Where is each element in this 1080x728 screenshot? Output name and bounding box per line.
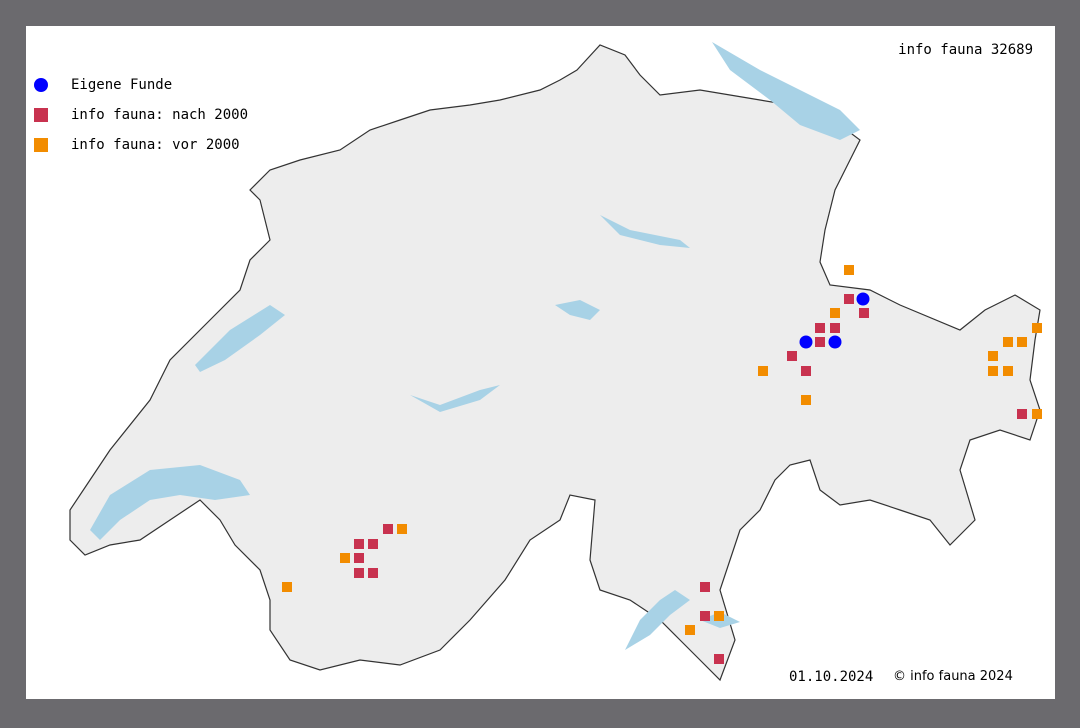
legend-label: info fauna: vor 2000 bbox=[71, 137, 240, 153]
record-before-2000-marker bbox=[1032, 409, 1042, 419]
record-after-2000-marker bbox=[801, 366, 811, 376]
record-after-2000-marker bbox=[844, 294, 854, 304]
legend-item-eigene-funde: Eigene Funde bbox=[34, 70, 248, 100]
legend-item-vor-2000: info fauna: vor 2000 bbox=[34, 130, 248, 160]
lake-geneva bbox=[90, 465, 250, 540]
record-after-2000-marker bbox=[787, 351, 797, 361]
record-after-2000-marker bbox=[354, 539, 364, 549]
record-after-2000-marker bbox=[354, 553, 364, 563]
record-before-2000-marker bbox=[282, 582, 292, 592]
own-record-marker bbox=[799, 335, 813, 349]
record-after-2000-marker bbox=[700, 582, 710, 592]
date-label: 01.10.2024 bbox=[789, 669, 874, 685]
record-before-2000-marker bbox=[340, 553, 350, 563]
legend-label: info fauna: nach 2000 bbox=[71, 107, 249, 123]
lake-neuchatel bbox=[195, 305, 285, 372]
record-after-2000-marker bbox=[830, 323, 840, 333]
record-before-2000-marker bbox=[758, 366, 768, 376]
record-before-2000-marker bbox=[844, 265, 854, 275]
legend-item-nach-2000: info fauna: nach 2000 bbox=[34, 100, 248, 130]
map-title: info fauna 32689 bbox=[898, 42, 1033, 58]
own-record-marker bbox=[856, 292, 870, 306]
record-after-2000-marker bbox=[383, 524, 393, 534]
blue-circle-icon bbox=[34, 78, 48, 92]
record-after-2000-marker bbox=[1017, 409, 1027, 419]
lakes bbox=[90, 42, 860, 650]
red-square-icon bbox=[34, 108, 48, 122]
record-before-2000-marker bbox=[685, 625, 695, 635]
lake-zurich bbox=[600, 215, 690, 248]
lake-constance bbox=[712, 42, 860, 140]
record-before-2000-marker bbox=[1032, 323, 1042, 333]
record-after-2000-marker bbox=[368, 568, 378, 578]
record-after-2000-marker bbox=[714, 654, 724, 664]
record-after-2000-marker bbox=[815, 337, 825, 347]
record-after-2000-marker bbox=[368, 539, 378, 549]
copyright-label: © info fauna 2024 bbox=[893, 669, 1013, 684]
legend-label: Eigene Funde bbox=[71, 77, 173, 93]
record-before-2000-marker bbox=[1003, 366, 1013, 376]
record-before-2000-marker bbox=[988, 366, 998, 376]
record-after-2000-marker bbox=[700, 611, 710, 621]
legend: Eigene Funde info fauna: nach 2000 info … bbox=[34, 70, 248, 160]
lake-thun-brienz bbox=[410, 385, 500, 412]
record-before-2000-marker bbox=[830, 308, 840, 318]
record-before-2000-marker bbox=[988, 351, 998, 361]
record-before-2000-marker bbox=[801, 395, 811, 405]
lake-maggiore bbox=[625, 590, 690, 650]
country-outline bbox=[69, 44, 1041, 682]
map-frame: Eigene Funde info fauna: nach 2000 info … bbox=[26, 26, 1055, 699]
record-before-2000-marker bbox=[397, 524, 407, 534]
switzerland-map[interactable] bbox=[26, 26, 1055, 699]
lake-lucerne bbox=[555, 300, 600, 320]
markers bbox=[282, 265, 1042, 664]
record-after-2000-marker bbox=[859, 308, 869, 318]
record-before-2000-marker bbox=[714, 611, 724, 621]
record-before-2000-marker bbox=[1017, 337, 1027, 347]
record-after-2000-marker bbox=[354, 568, 364, 578]
own-record-marker bbox=[828, 335, 842, 349]
record-before-2000-marker bbox=[1003, 337, 1013, 347]
orange-square-icon bbox=[34, 138, 48, 152]
record-after-2000-marker bbox=[815, 323, 825, 333]
